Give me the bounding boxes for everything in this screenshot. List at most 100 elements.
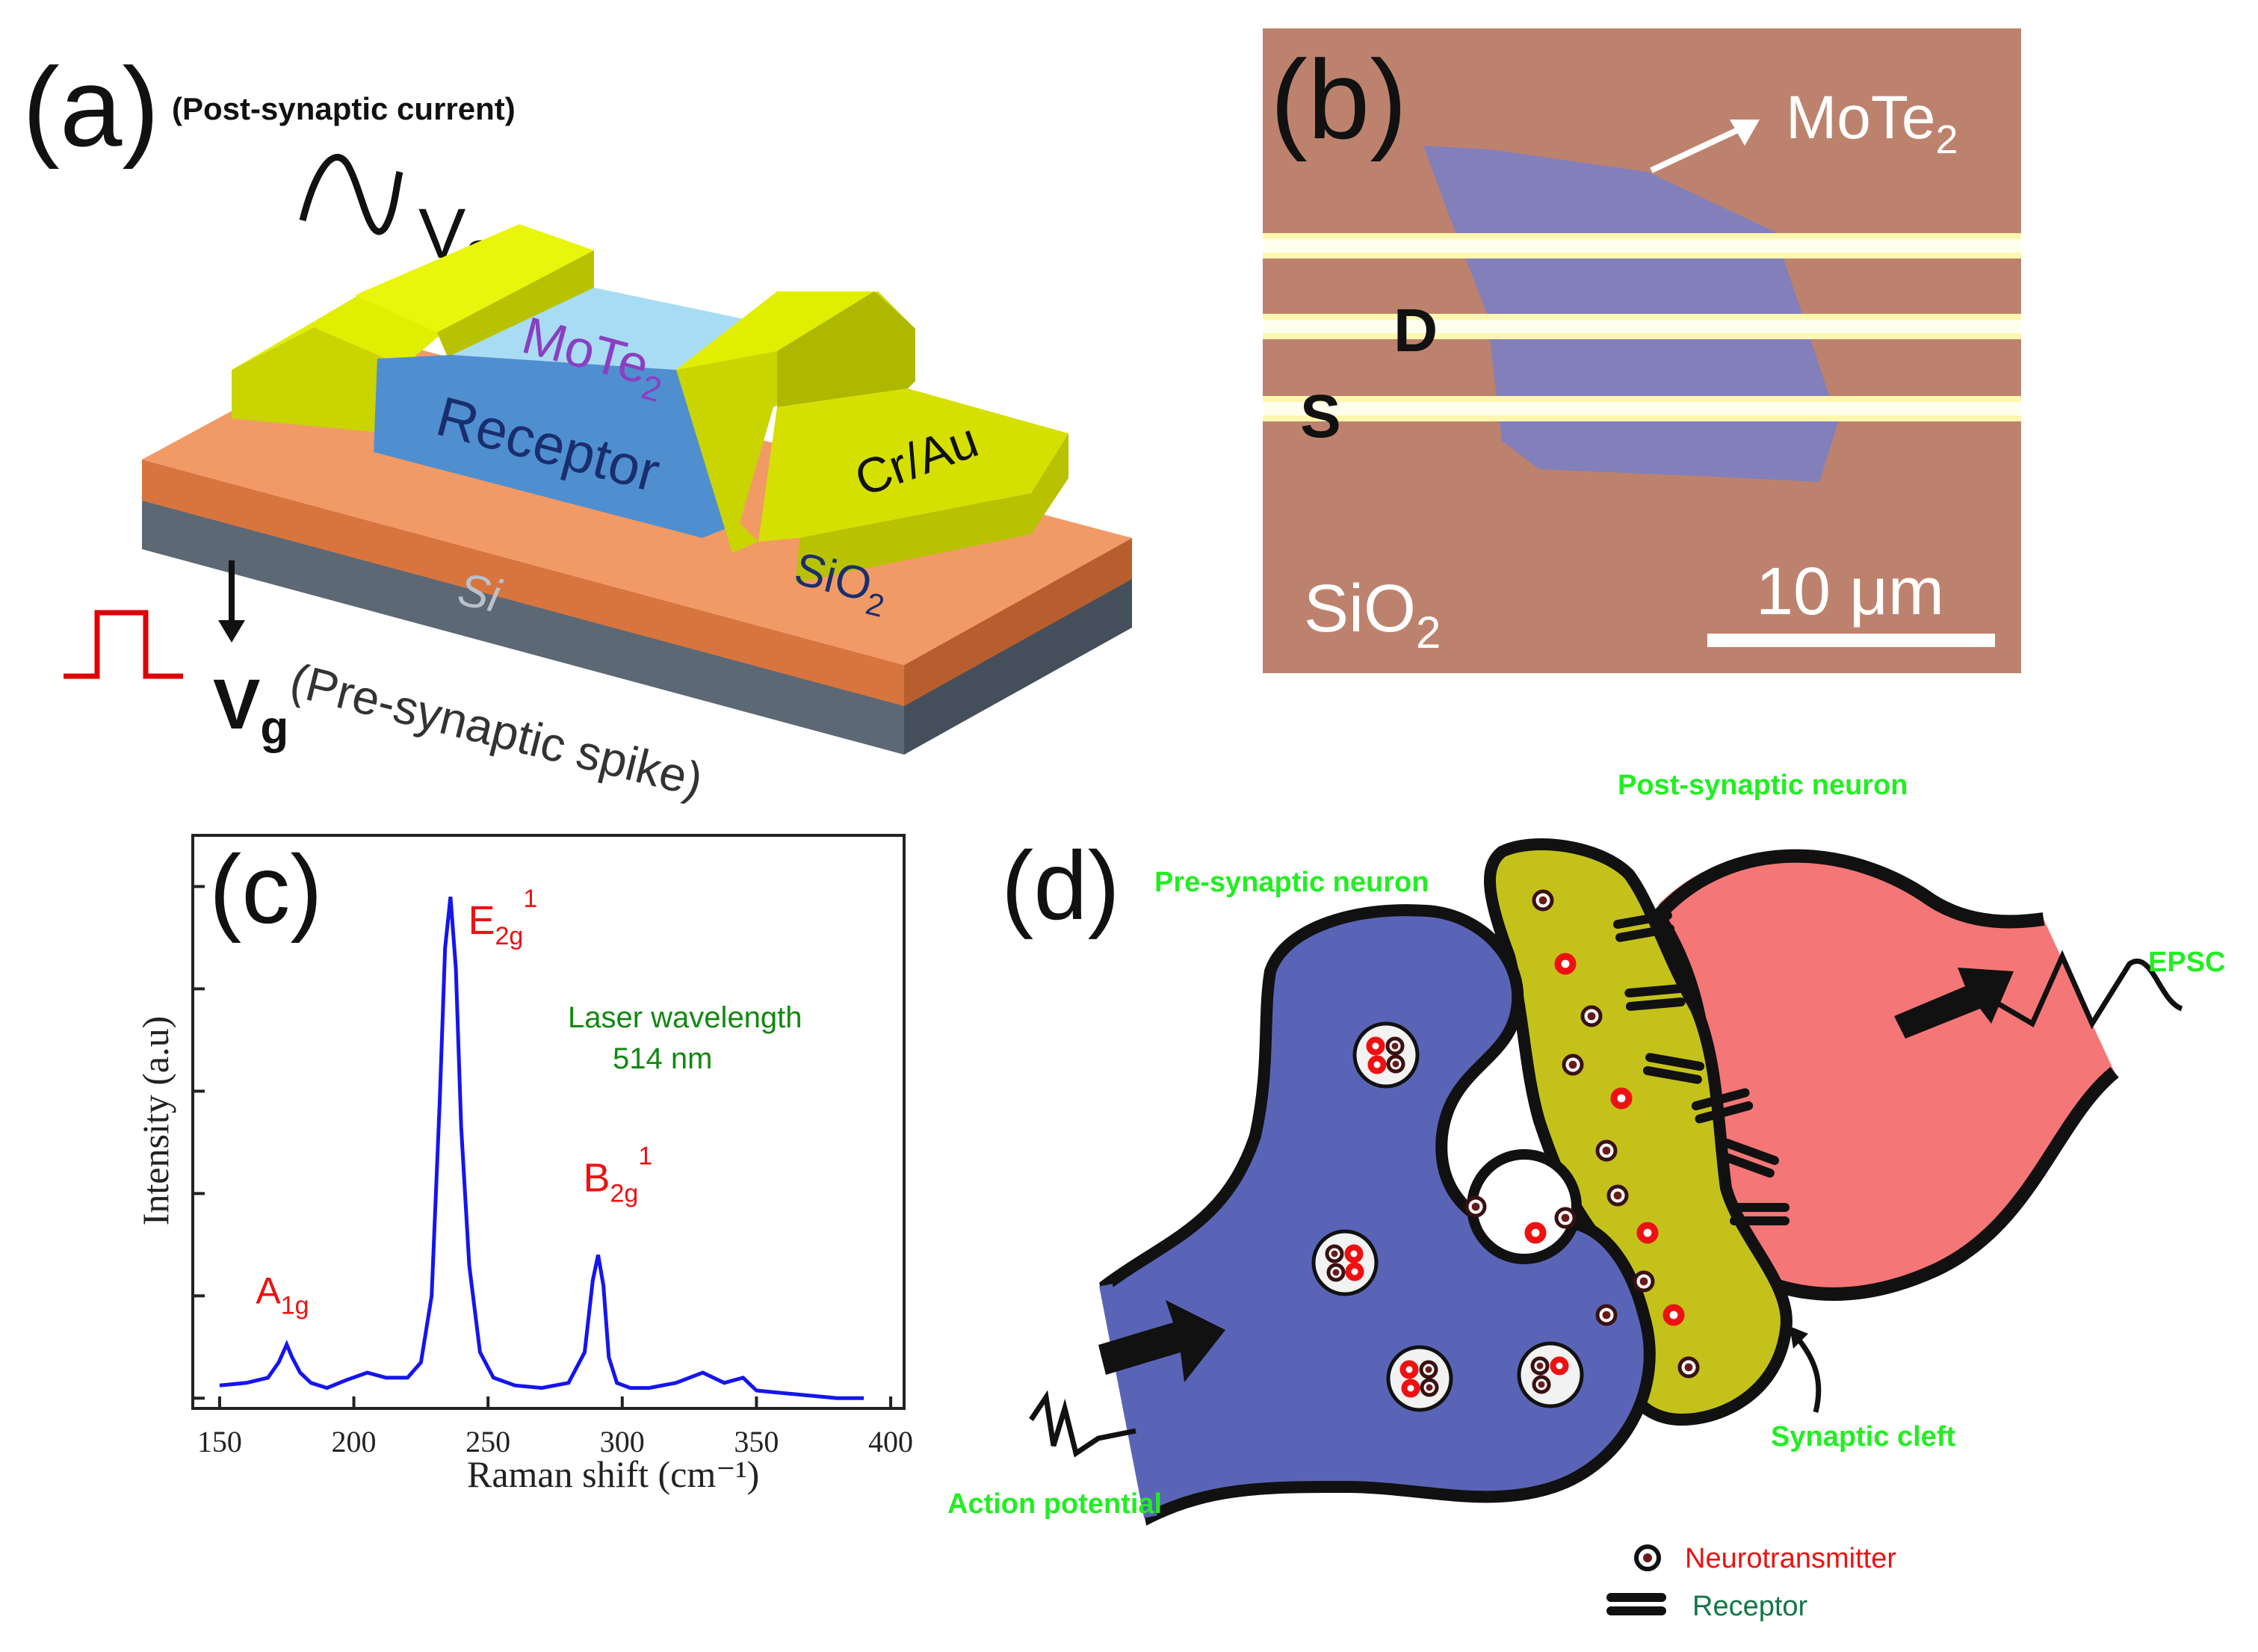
neurotransmitter-core xyxy=(1617,1094,1626,1103)
panel-c-label: (c) xyxy=(209,835,323,944)
flake-arrow-shaft xyxy=(1650,126,1742,173)
panel-a-label: (a) xyxy=(22,44,159,170)
receptor-block xyxy=(374,355,740,538)
gate-arrow-head xyxy=(218,620,245,643)
sio2-side xyxy=(904,538,1132,706)
receptor-marker xyxy=(1642,1065,1702,1084)
post-neuron-label: Post-synaptic neuron xyxy=(1618,770,1908,801)
synaptic-cleft-label: Synaptic cleft xyxy=(1771,1421,1955,1453)
neurotransmitter-core xyxy=(1425,1366,1432,1373)
mote2-layer xyxy=(452,288,755,370)
pre-synaptic-pulse-icon xyxy=(64,610,183,679)
neurotransmitter-core xyxy=(1426,1384,1433,1391)
panel-c: (c) 150 200 250 300 350 400 Raman shift (cm⁻¹… xyxy=(134,834,913,1495)
peak-label-b2g1: B2g1 xyxy=(583,1142,652,1208)
post-synaptic-neuron xyxy=(1652,853,2115,1295)
receptor-marker xyxy=(1691,1088,1750,1111)
free-neurotransmitters xyxy=(1464,889,1700,1379)
neurotransmitter-core xyxy=(1350,1250,1358,1257)
x-tick-label: 350 xyxy=(734,1425,779,1458)
right-contact-top xyxy=(676,291,874,370)
electrode-1-core xyxy=(1263,239,2021,253)
sio2-substrate-label: SiO2 xyxy=(1304,572,1441,658)
synaptic-cleft-pointer xyxy=(1795,1335,1822,1413)
x-tick-label: 300 xyxy=(600,1425,645,1458)
left-contact-pad-side xyxy=(437,250,594,359)
receptor-marker xyxy=(1695,1101,1754,1124)
post-neuron-membrane-top xyxy=(1654,849,2045,929)
neurotransmitter-core xyxy=(1602,1311,1611,1320)
neurotransmitter-core xyxy=(1639,1277,1648,1286)
x-tick-label: 250 xyxy=(465,1425,510,1458)
neurotransmitter-core xyxy=(1332,1269,1340,1276)
receptor-marker xyxy=(1722,1138,1780,1166)
x-tick-label: 150 xyxy=(197,1425,242,1458)
source-label: S xyxy=(1300,383,1341,451)
neurotransmitter-core xyxy=(1613,1191,1622,1200)
neurotransmitter-core xyxy=(1351,1268,1358,1275)
neurotransmitter-core xyxy=(1373,1061,1381,1068)
raman-spectrum-line xyxy=(219,896,864,1400)
electrode-source-core xyxy=(1263,402,2021,415)
neurotransmitter-core xyxy=(1405,1366,1413,1373)
current-wave-icon xyxy=(299,154,403,235)
receptor-marker xyxy=(1615,924,1675,942)
neurotransmitter-core xyxy=(1538,896,1547,905)
synaptic-cleft-pointer-head xyxy=(1790,1326,1808,1349)
vg-label: Vg xyxy=(213,665,288,754)
pre-synaptic-neuron xyxy=(1099,904,1656,1526)
plot-frame xyxy=(191,834,906,1410)
legend-neurotransmitter-core xyxy=(1643,1553,1652,1562)
receptor-marker xyxy=(1730,1203,1790,1212)
left-contact-pad xyxy=(355,224,594,332)
mote2-flake-label: MoTe2 xyxy=(1786,84,1958,162)
epsc-arrow-icon xyxy=(1894,968,2014,1039)
x-axis-title: Raman shift (cm⁻¹) xyxy=(467,1453,759,1495)
neurotransmitter-core xyxy=(1602,1146,1611,1155)
neurotransmitter-core xyxy=(1531,1228,1540,1237)
scale-bar-label: 10 μm xyxy=(1756,554,1944,629)
neurotransmitter-core xyxy=(1587,1012,1596,1021)
epsc-wave-icon xyxy=(1986,950,2183,1030)
electrode-drain-core xyxy=(1263,320,2021,333)
laser-wavelength-value: 514 nm xyxy=(613,1042,712,1075)
y-axis-title: Intensity (a.u) xyxy=(134,1016,176,1225)
right-contact-block-side xyxy=(777,291,915,407)
sio2-front xyxy=(142,460,904,706)
receptor-marker xyxy=(1624,984,1685,997)
scale-bar xyxy=(1707,634,1995,647)
panel-d-label: (d) xyxy=(1001,831,1120,940)
neurotransmitter-core xyxy=(1684,1363,1693,1372)
receptor-markers xyxy=(1612,911,1790,1225)
si-front xyxy=(142,497,904,755)
action-potential-label: Action potential xyxy=(947,1488,1162,1520)
peak-label-a1g: A1g xyxy=(256,1269,309,1320)
neurotransmitter-core xyxy=(1392,1060,1399,1068)
legend-receptor-label: Receptor xyxy=(1692,1591,1808,1622)
x-tick-label: 400 xyxy=(868,1425,913,1458)
neurotransmitter-core xyxy=(1556,1362,1563,1370)
neurotransmitter-core xyxy=(1407,1385,1414,1392)
neurotransmitter-core xyxy=(1331,1250,1338,1257)
synaptic-vesicle-cavity xyxy=(1467,1149,1582,1264)
post-synaptic-current-label: (Post-synaptic current) xyxy=(172,91,516,126)
right-contact-pad-top xyxy=(758,389,1068,542)
neurotransmitter-core xyxy=(1669,1311,1678,1320)
neurotransmitter-core xyxy=(1561,959,1570,968)
legend-receptor-icon-bottom xyxy=(1606,1606,1666,1615)
panel-d: (d) Post-synaptic neuron Pre-synaptic ne… xyxy=(947,770,2225,1622)
pre-neuron-label: Pre-synaptic neuron xyxy=(1154,867,1429,898)
receptor-marker xyxy=(1730,1216,1790,1225)
receptor-marker xyxy=(1625,997,1686,1011)
synaptic-vesicle xyxy=(1311,1229,1379,1296)
neurotransmitter-core xyxy=(1538,1381,1545,1388)
legend-neurotransmitter-label: Neurotransmitter xyxy=(1685,1543,1896,1574)
receptor-marker xyxy=(1717,1151,1775,1178)
action-potential-arrow-icon xyxy=(1098,1300,1225,1382)
right-contact-pad-side xyxy=(796,433,1068,583)
x-tick-label: 200 xyxy=(332,1425,377,1458)
panel-a: (a) (Post-synaptic current) VSD MoTe2 Re… xyxy=(22,44,1132,807)
x-ticks: 150 200 250 300 350 400 xyxy=(197,1396,913,1458)
peak-label-e2g1: E2g1 xyxy=(468,885,537,950)
epsc-label: EPSC xyxy=(2148,947,2225,978)
